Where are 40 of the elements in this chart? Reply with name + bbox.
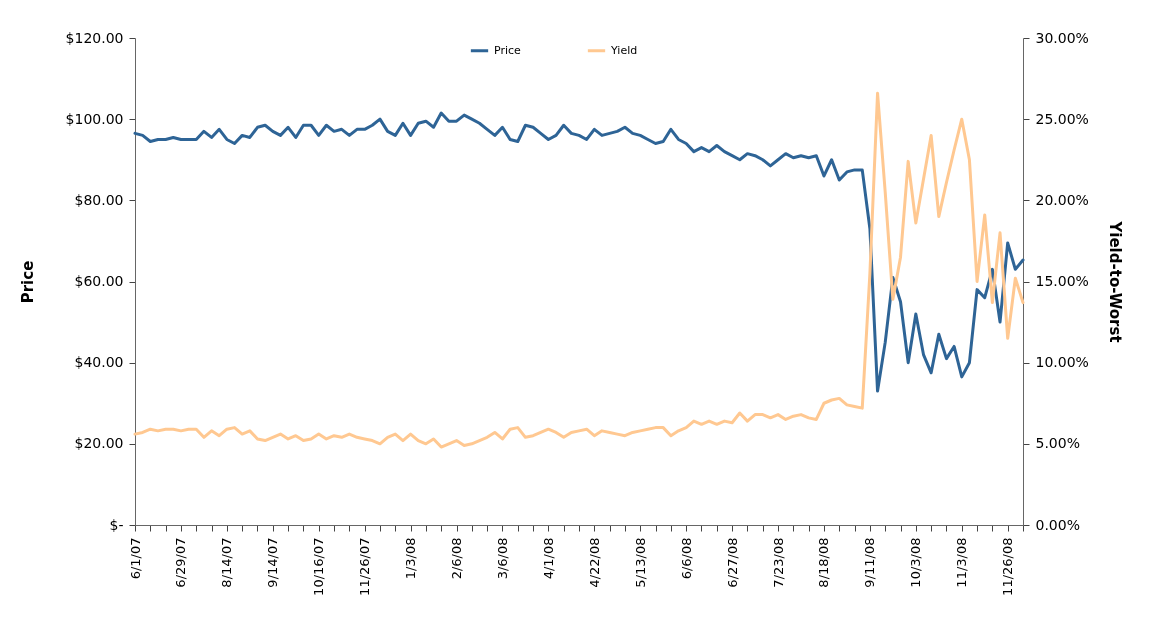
legend-label: Yield	[610, 43, 638, 57]
y-axis-title: Price	[18, 260, 37, 304]
y-tick-label: $60.00	[74, 273, 124, 289]
x-tick-label: 8/14/07	[219, 537, 235, 588]
x-tick-label: 7/23/08	[770, 537, 786, 588]
x-tick-label: 6/29/07	[173, 537, 189, 588]
y-tick-label: $80.00	[74, 191, 124, 208]
y-tick-label: $100.00	[65, 110, 124, 127]
y2-axis-title: Yield-to-Worst	[1105, 220, 1124, 343]
x-tick-label: 8/18/08	[816, 537, 832, 588]
x-tick-label: 9/14/07	[265, 537, 281, 588]
x-tick-label: 6/6/08	[678, 537, 694, 580]
y2-tick-label: 30.00%	[1035, 29, 1089, 46]
x-tick-label: 10/16/07	[311, 537, 327, 596]
y2-tick-label: 0.00%	[1035, 516, 1080, 533]
y-tick-label: $40.00	[74, 354, 124, 371]
x-tick-label: 4/22/08	[586, 537, 602, 588]
y2-tick-label: 20.00%	[1035, 191, 1089, 208]
x-tick-label: 9/11/08	[862, 537, 878, 588]
line-series	[133, 91, 1025, 449]
y-tick-label: $120.00	[65, 29, 124, 46]
y2-tick-label: 5.00%	[1035, 435, 1080, 452]
x-tick-label: 2/6/08	[449, 537, 465, 580]
y2-tick-label: 25.00%	[1035, 110, 1089, 127]
x-tick-label: 1/3/08	[403, 537, 419, 580]
x-tick-label: 10/3/08	[908, 537, 924, 588]
y2-tick-label: 10.00%	[1035, 354, 1089, 371]
x-tick-label: 5/13/08	[632, 537, 648, 588]
x-tick-label: 11/26/07	[357, 537, 373, 596]
y-tick-label: $20.00	[74, 435, 124, 452]
line-series	[133, 111, 1025, 393]
y-tick-label: $-	[109, 516, 124, 533]
legend-label: Price	[494, 43, 522, 57]
x-tick-label: 11/26/08	[1000, 537, 1016, 596]
x-tick-label: 11/3/08	[954, 537, 970, 588]
x-tick-label: 4/1/08	[540, 537, 556, 580]
y2-tick-label: 15.00%	[1035, 273, 1089, 289]
x-tick-label: 6/1/07	[127, 537, 143, 580]
x-tick-label: 6/27/08	[724, 537, 740, 588]
x-tick-label: 3/6/08	[494, 537, 510, 580]
